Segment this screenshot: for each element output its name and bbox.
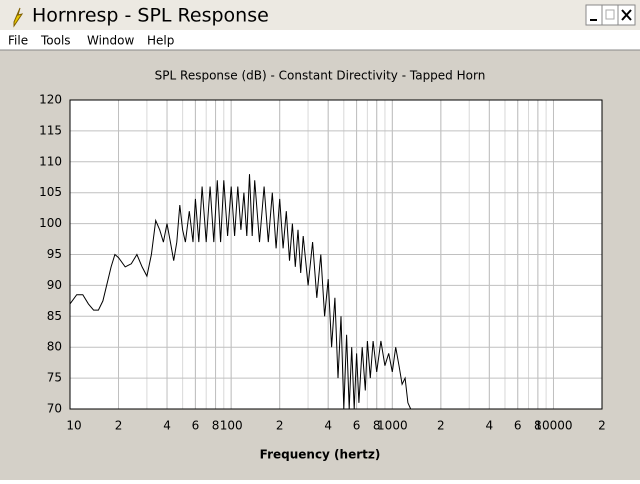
- maximize-button[interactable]: [601, 4, 619, 26]
- x-tick-label: 2: [276, 419, 284, 433]
- x-tick-label: 8: [212, 419, 220, 433]
- x-tick-label: 10000: [534, 419, 572, 433]
- x-axis-label: Frequency (hertz): [260, 448, 381, 462]
- plot-border: [69, 99, 603, 410]
- x-tick-label: 4: [486, 419, 494, 433]
- y-tick-label: 75: [47, 371, 62, 385]
- menu-bar: [0, 30, 640, 50]
- menu-item[interactable]: File: [8, 34, 28, 48]
- x-tick-label: 100: [220, 419, 243, 433]
- window-title: Hornresp - SPL Response: [32, 5, 269, 27]
- minimize-button[interactable]: [585, 4, 603, 26]
- x-tick-label: 8: [373, 419, 381, 433]
- x-tick-label: 1000: [377, 419, 408, 433]
- menu-item[interactable]: Tools: [40, 34, 71, 48]
- spl-line: [69, 174, 412, 410]
- y-tick-label: 115: [39, 123, 62, 137]
- x-tick-label: 2: [115, 419, 123, 433]
- menu-item[interactable]: Help: [147, 34, 174, 48]
- y-tick-label: 105: [39, 185, 62, 199]
- x-tick-label: 4: [324, 419, 332, 433]
- y-tick-label: 85: [47, 309, 62, 323]
- app-icon: [13, 7, 24, 28]
- y-tick-label: 120: [39, 93, 62, 107]
- x-tick-label: 6: [353, 419, 361, 433]
- y-tick-label: 110: [39, 154, 62, 168]
- y-tick-label: 100: [39, 216, 62, 230]
- x-tick-label: 2: [598, 419, 606, 433]
- y-tick-label: 70: [47, 402, 62, 416]
- x-tick-label: 2: [437, 419, 445, 433]
- window-buttons[interactable]: [585, 4, 636, 26]
- title-bar: [0, 0, 640, 30]
- y-tick-label: 80: [47, 340, 62, 354]
- x-tick-label: 10: [66, 419, 81, 433]
- y-tick-label: 95: [47, 247, 62, 261]
- menu-item[interactable]: Window: [87, 34, 135, 48]
- x-tick-label: 6: [192, 419, 200, 433]
- x-tick-label: 8: [534, 419, 542, 433]
- x-tick-label: 6: [514, 419, 522, 433]
- chart-title: SPL Response (dB) - Constant Directivity…: [155, 69, 486, 83]
- x-tick-label: 4: [163, 419, 171, 433]
- y-tick-label: 90: [47, 278, 62, 292]
